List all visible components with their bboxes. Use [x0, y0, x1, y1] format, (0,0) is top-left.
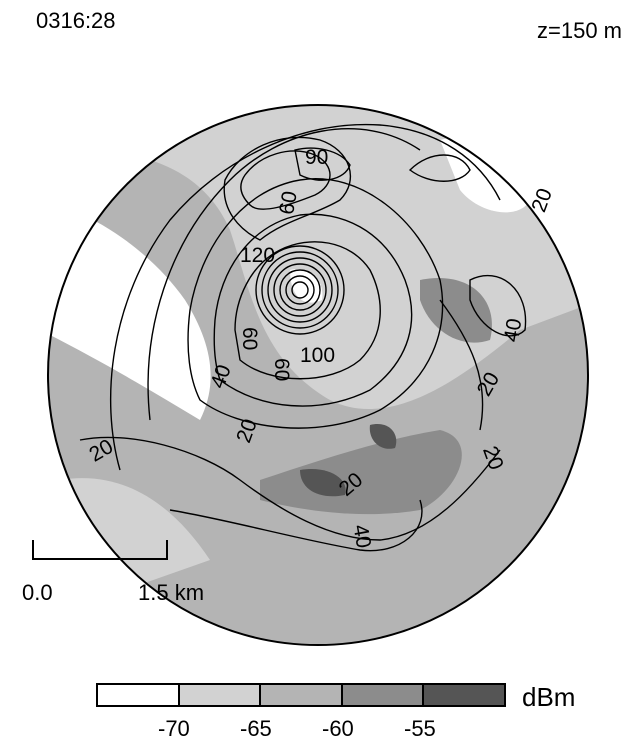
domain-boundary	[47, 104, 589, 646]
contour-label: 40	[500, 317, 527, 344]
colorbar-segment	[179, 685, 262, 705]
scale-bar-end-label: 1.5 km	[138, 580, 205, 605]
scale-bar	[32, 540, 168, 560]
colorbar	[96, 683, 506, 707]
colorbar-segment	[98, 685, 180, 705]
scale-bar-start-label: 0.0	[22, 580, 53, 605]
contour-ring	[273, 263, 327, 317]
colorbar-segment	[342, 685, 425, 705]
contour-line	[240, 150, 331, 210]
colorbar-tick-label: -65	[240, 716, 272, 741]
contour-line	[187, 178, 444, 429]
colorbar-tick-label: -60	[322, 716, 354, 741]
contour-line	[469, 274, 527, 337]
shading-darkest-patch-2	[369, 424, 397, 449]
contour-line	[147, 128, 421, 421]
contour-label: 60	[275, 189, 302, 216]
shading-white-patch	[440, 137, 530, 213]
shading-white-band	[48, 200, 211, 420]
contour-line	[169, 499, 423, 552]
shading-darkest-patch	[300, 469, 346, 497]
scale-bar-tick-left	[32, 540, 34, 560]
shading-dark-band	[260, 430, 462, 515]
colorbar-tick-label: -70	[158, 716, 190, 741]
contour-ring	[261, 251, 339, 329]
contour-line	[223, 136, 351, 241]
scale-bar-tick-right	[166, 540, 168, 560]
scale-bar-line	[32, 558, 168, 560]
contour-line	[79, 436, 501, 541]
colorbar-segment	[261, 685, 343, 705]
contour-label: 120	[240, 244, 275, 267]
contour-line	[213, 213, 413, 407]
height-label: z=150 m	[537, 18, 622, 43]
contours	[79, 123, 527, 552]
contour-line	[294, 147, 351, 181]
contour-label: 40	[348, 523, 375, 550]
contour-ring	[291, 281, 309, 299]
contour-label: 100	[300, 344, 335, 367]
contour-label: 60	[270, 358, 293, 381]
contour-ring	[267, 257, 333, 323]
contour-ring	[279, 269, 321, 311]
contour-ring	[255, 245, 345, 335]
contour-label: 90	[305, 146, 328, 169]
colorbar-unit-label: dBm	[522, 682, 576, 712]
contour-line	[234, 241, 381, 380]
colorbar-tick-label: -55	[404, 716, 436, 741]
shading-dark-patch	[420, 278, 492, 343]
contour-line	[439, 299, 484, 431]
timestamp-label: 0316:28	[36, 8, 116, 33]
contour-label: 60	[238, 327, 261, 350]
contour-ring	[285, 275, 315, 305]
contour-line	[408, 154, 471, 182]
colorbar-segment	[424, 685, 504, 705]
